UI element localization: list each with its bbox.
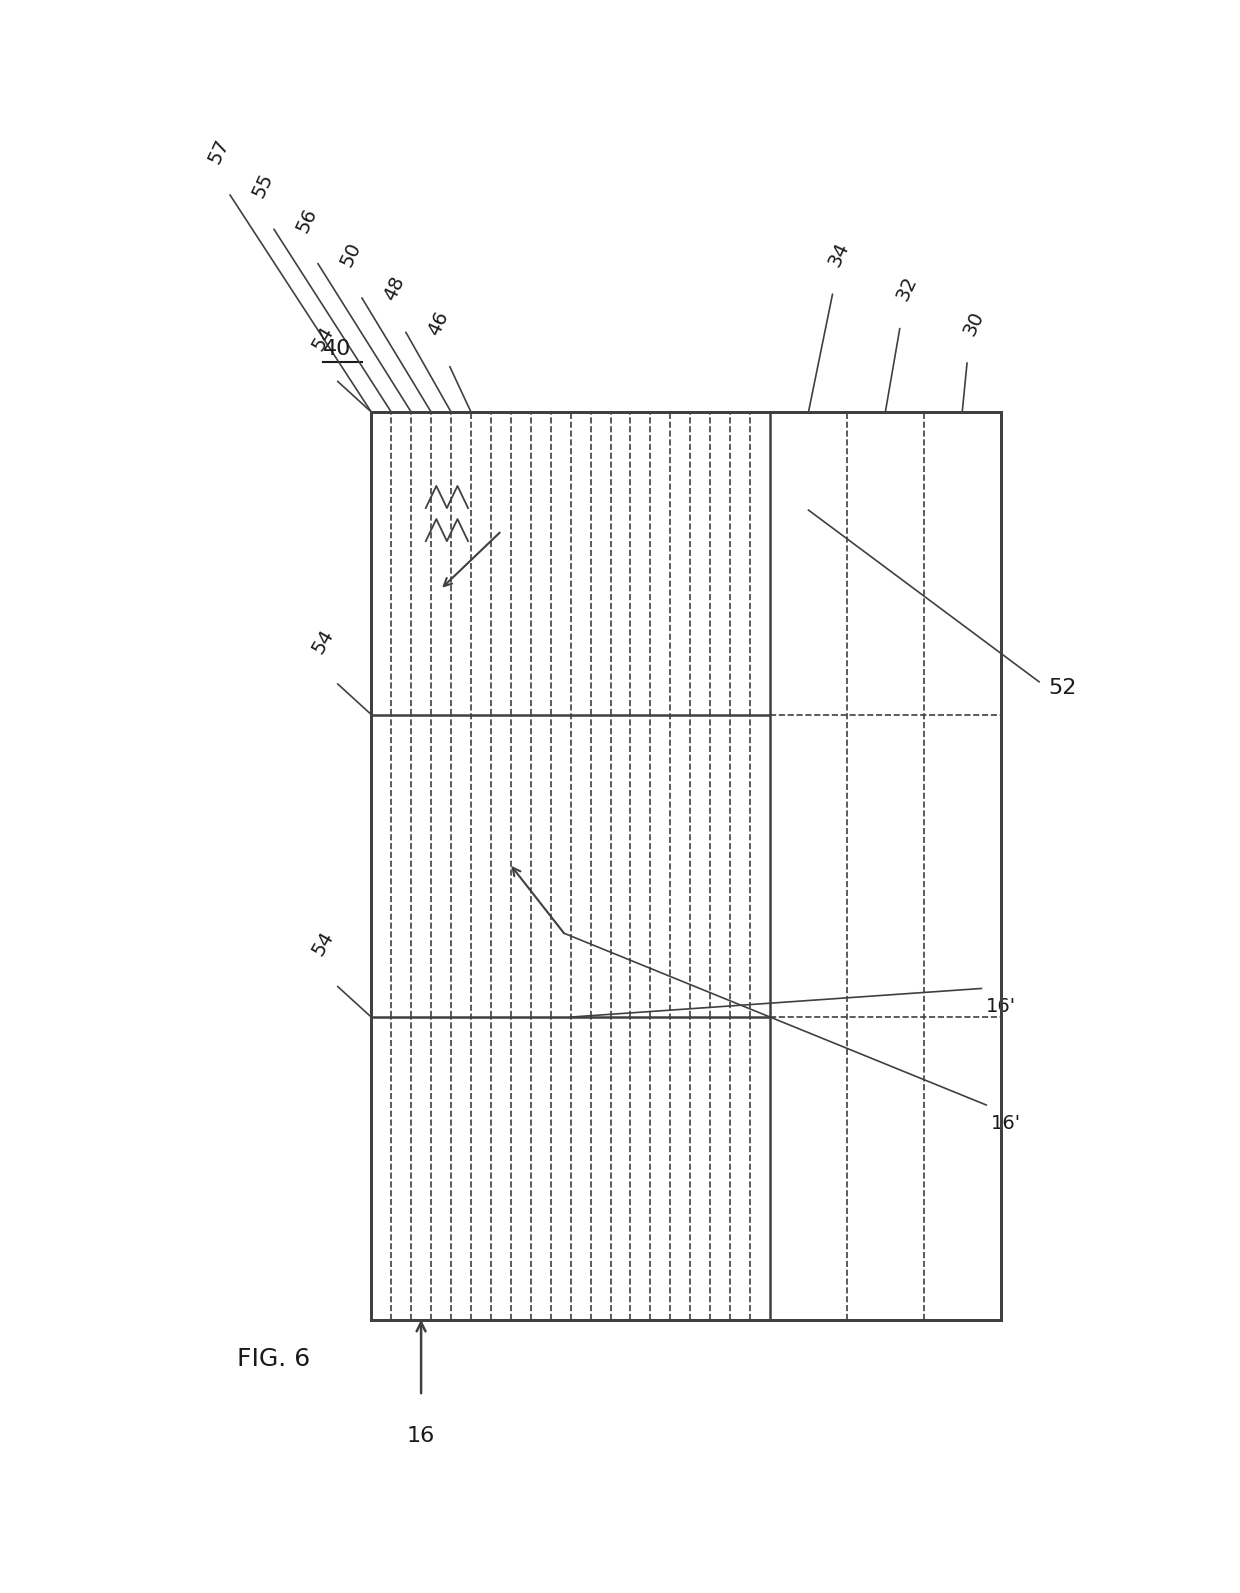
Text: FIG. 6: FIG. 6 (237, 1348, 310, 1372)
Text: 34: 34 (826, 239, 853, 269)
Text: 54: 54 (309, 929, 337, 959)
Text: 16': 16' (986, 997, 1017, 1016)
Text: 40: 40 (324, 339, 352, 358)
Text: 57: 57 (205, 135, 232, 167)
Text: 16': 16' (991, 1114, 1022, 1133)
Text: 30: 30 (960, 307, 987, 338)
Text: 54: 54 (309, 626, 337, 656)
Text: 56: 56 (293, 205, 320, 236)
Text: 54: 54 (309, 323, 337, 354)
Text: 55: 55 (248, 170, 277, 201)
Text: 50: 50 (336, 239, 365, 269)
Text: 46: 46 (424, 307, 453, 338)
Text: 48: 48 (381, 274, 408, 304)
Text: 16: 16 (407, 1426, 435, 1446)
Bar (371, 413, 1001, 1319)
Text: 32: 32 (893, 274, 920, 304)
Text: 52: 52 (1049, 679, 1078, 698)
